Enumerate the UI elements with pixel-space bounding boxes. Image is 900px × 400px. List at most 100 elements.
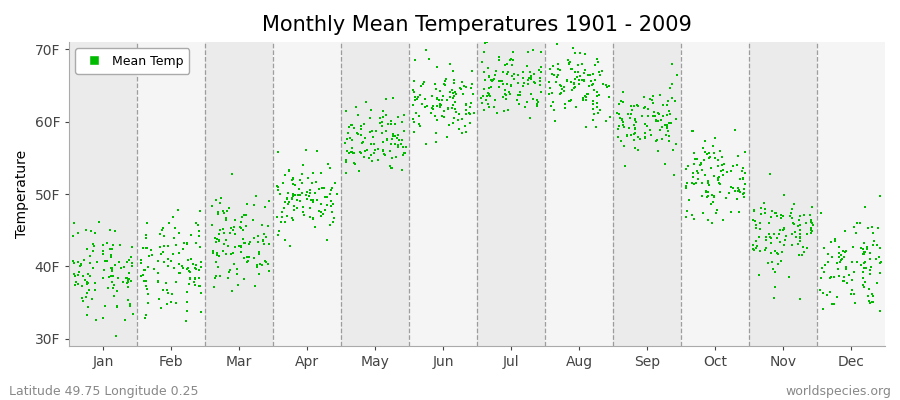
Point — [587, 111, 601, 118]
Point — [738, 149, 752, 155]
Point — [422, 56, 436, 62]
Point — [557, 84, 572, 90]
Point — [611, 134, 625, 140]
Point — [110, 288, 124, 294]
Point — [193, 228, 207, 234]
Point — [446, 120, 461, 126]
Bar — [817, 42, 885, 346]
Point — [668, 98, 682, 104]
Point — [637, 134, 652, 141]
Point — [243, 238, 257, 245]
Point — [79, 294, 94, 300]
Point — [716, 167, 730, 174]
Point — [282, 168, 296, 174]
Point — [153, 230, 167, 237]
Point — [725, 185, 740, 192]
Point — [631, 134, 645, 140]
Point — [123, 303, 138, 309]
Point — [350, 112, 365, 119]
Point — [631, 102, 645, 109]
Text: worldspecies.org: worldspecies.org — [785, 385, 891, 398]
Point — [523, 115, 537, 121]
Point — [480, 39, 494, 45]
Point — [702, 154, 716, 161]
Point — [685, 212, 699, 218]
Point — [830, 260, 844, 266]
Point — [121, 278, 135, 285]
Point — [138, 266, 152, 273]
Point — [499, 95, 513, 102]
Point — [295, 180, 310, 186]
Point — [280, 194, 294, 201]
Point — [172, 270, 186, 276]
Point — [306, 199, 320, 206]
Point — [746, 208, 760, 214]
Point — [701, 189, 716, 195]
Point — [270, 214, 284, 220]
Point — [856, 246, 870, 252]
Point — [140, 245, 154, 251]
Point — [429, 96, 444, 102]
Point — [701, 180, 716, 186]
Point — [194, 290, 209, 297]
Point — [351, 131, 365, 138]
Point — [548, 78, 562, 85]
Point — [71, 259, 86, 265]
Point — [381, 121, 395, 127]
Point — [285, 217, 300, 223]
Point — [385, 136, 400, 142]
Point — [488, 97, 502, 104]
Point — [738, 181, 752, 188]
Point — [535, 64, 549, 70]
Point — [208, 235, 222, 242]
Point — [379, 96, 393, 102]
Point — [787, 221, 801, 228]
Point — [858, 249, 872, 256]
Point — [840, 280, 854, 286]
Point — [356, 139, 370, 145]
Point — [662, 108, 676, 114]
Point — [271, 232, 285, 238]
Point — [408, 57, 422, 63]
Point — [260, 261, 274, 267]
Point — [221, 243, 236, 250]
Point — [526, 47, 540, 54]
Point — [399, 144, 413, 150]
Point — [477, 68, 491, 75]
Point — [121, 275, 135, 281]
Point — [438, 78, 453, 84]
Point — [590, 124, 604, 130]
Point — [517, 80, 531, 86]
Point — [258, 258, 273, 265]
Point — [769, 210, 783, 217]
Point — [570, 73, 584, 80]
Point — [553, 90, 567, 97]
Point — [463, 110, 477, 116]
Point — [613, 115, 627, 121]
Point — [250, 261, 265, 268]
Point — [147, 265, 161, 272]
Point — [687, 161, 701, 168]
Point — [496, 69, 510, 75]
Point — [192, 267, 206, 273]
Point — [105, 264, 120, 271]
Point — [716, 160, 731, 167]
Point — [181, 257, 195, 264]
Point — [88, 230, 103, 236]
Point — [478, 40, 492, 46]
Point — [210, 252, 224, 258]
Point — [832, 254, 846, 260]
Point — [313, 209, 328, 215]
Point — [652, 111, 666, 117]
Point — [189, 240, 203, 246]
Point — [620, 133, 634, 140]
Legend: Mean Temp: Mean Temp — [76, 48, 190, 74]
Point — [308, 190, 322, 196]
Point — [341, 130, 356, 136]
Point — [814, 264, 829, 271]
Point — [344, 122, 358, 128]
Point — [748, 218, 762, 224]
Point — [586, 117, 600, 123]
Point — [209, 197, 223, 204]
Point — [698, 189, 713, 195]
